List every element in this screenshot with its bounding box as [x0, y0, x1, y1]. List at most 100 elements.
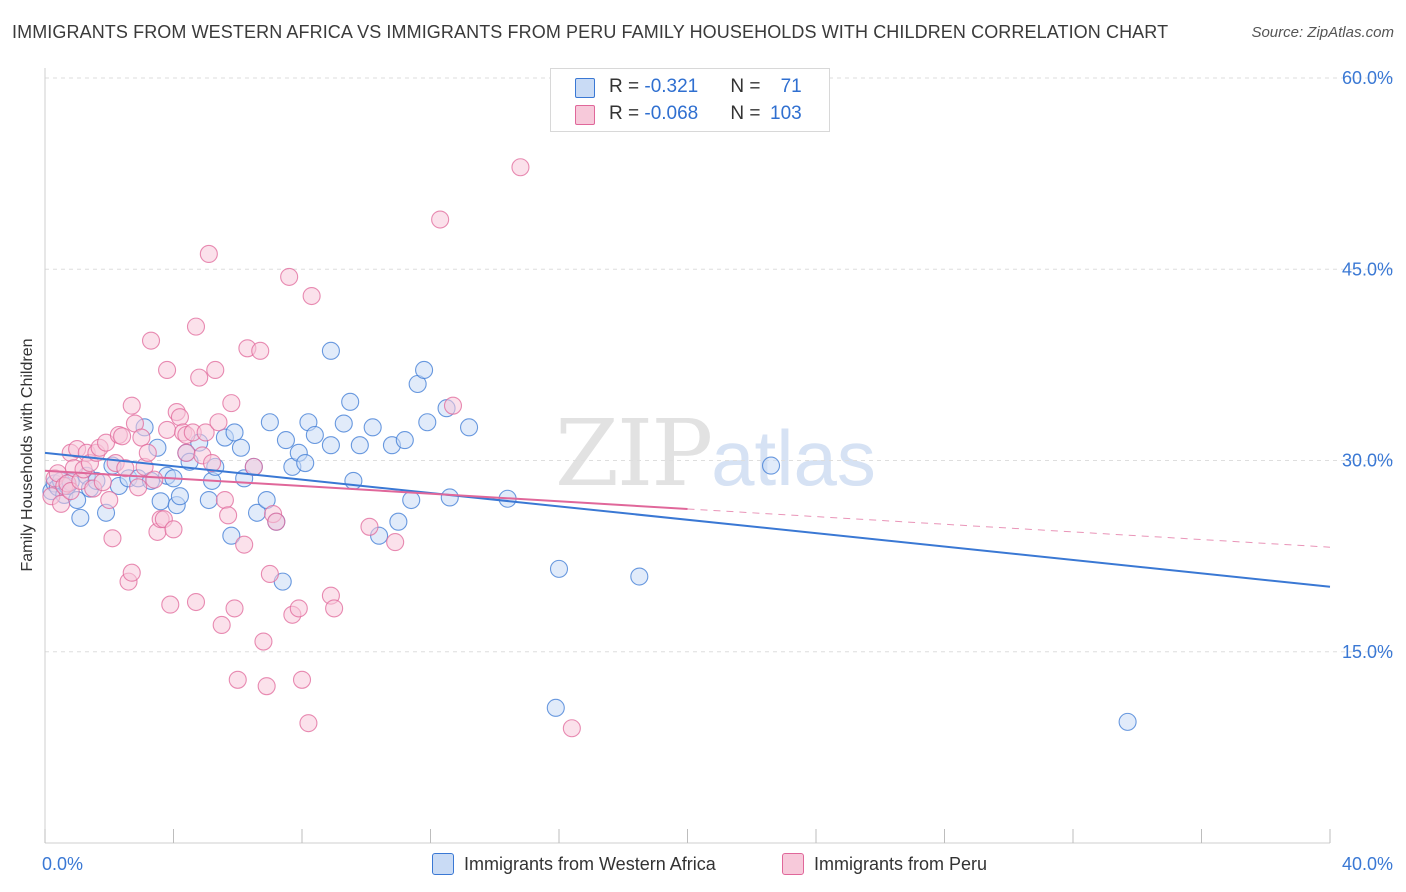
point-peru [52, 494, 71, 513]
trend-line-peru [44, 469, 688, 510]
x-tick-label: 40.0% [1342, 854, 1393, 874]
point-peru [386, 533, 405, 552]
point-peru [209, 413, 228, 432]
point-peru [222, 394, 241, 413]
point-western-africa [276, 431, 295, 450]
point-western-africa [415, 360, 434, 380]
point-peru [129, 478, 148, 497]
y-tick-label: 60.0% [1342, 68, 1393, 88]
point-western-africa [341, 392, 360, 411]
legend-swatch-pink [782, 853, 804, 875]
point-western-africa [151, 492, 170, 511]
point-peru [145, 470, 164, 489]
point-peru [122, 396, 141, 415]
point-western-africa [363, 418, 382, 437]
point-western-africa [199, 490, 218, 510]
point-peru [228, 670, 247, 689]
point-peru [177, 443, 196, 462]
legend-swatch-blue [575, 78, 595, 98]
point-peru [244, 457, 263, 476]
point-western-africa [321, 436, 340, 455]
point-peru [141, 331, 161, 350]
point-peru [235, 535, 254, 554]
point-western-africa [350, 436, 369, 455]
point-peru [132, 428, 151, 447]
point-peru [190, 368, 209, 387]
point-western-africa [231, 438, 251, 457]
point-western-africa [459, 418, 479, 437]
point-peru [443, 396, 463, 415]
point-peru [158, 360, 177, 380]
point-peru [196, 423, 215, 442]
point-western-africa [321, 341, 340, 360]
point-peru [254, 632, 273, 651]
point-peru [431, 210, 450, 229]
point-western-africa [546, 698, 565, 717]
point-western-africa [389, 512, 408, 531]
point-peru [215, 490, 234, 510]
point-peru [292, 670, 312, 689]
chart-title: IMMIGRANTS FROM WESTERN AFRICA VS IMMIGR… [12, 22, 1169, 42]
point-peru [186, 592, 206, 612]
point-western-africa [260, 413, 279, 432]
point-peru [257, 677, 276, 696]
x-tick-label: 0.0% [42, 854, 83, 874]
legend-n-label: N = [730, 103, 766, 124]
point-western-africa [402, 490, 421, 510]
watermark-zip: ZIP [555, 400, 713, 507]
point-peru [122, 563, 141, 582]
point-peru [280, 267, 299, 286]
legend-label-western-africa: Immigrants from Western Africa [464, 854, 716, 874]
point-peru [219, 506, 238, 525]
point-peru [161, 595, 180, 614]
point-western-africa [395, 431, 414, 450]
point-peru [302, 286, 321, 306]
y-tick-label: 45.0% [1342, 259, 1393, 279]
y-tick-label: 15.0% [1342, 642, 1393, 662]
point-western-africa [630, 567, 649, 586]
point-western-africa [440, 488, 459, 507]
legend-n-value: 103 [770, 103, 802, 124]
point-western-africa [334, 414, 353, 433]
point-western-africa [305, 425, 324, 445]
correlation-legend: R = -0.321 N = 71 R = -0.068 N = 103 [550, 68, 830, 132]
point-peru [158, 420, 177, 439]
point-western-africa [222, 526, 241, 545]
y-tick-label: 30.0% [1342, 451, 1393, 471]
zipatlas-watermark: ZIPatlas [555, 400, 876, 507]
point-peru [103, 529, 122, 548]
watermark-atlas: atlas [711, 414, 876, 502]
point-western-africa [296, 453, 315, 473]
point-peru [203, 453, 222, 473]
legend-swatch-pink [575, 105, 595, 125]
point-peru [251, 341, 270, 360]
point-peru [206, 360, 225, 380]
point-western-africa [344, 471, 363, 490]
trend-line-western-africa [44, 451, 1331, 588]
point-western-africa [549, 559, 569, 578]
source-label: Source: ZipAtlas.com [1251, 24, 1394, 41]
point-peru [170, 408, 189, 427]
point-peru [138, 443, 157, 462]
trend-line-peru-extension [687, 508, 1331, 548]
point-western-africa [71, 508, 90, 527]
point-western-africa [761, 456, 781, 475]
series-legend: Immigrants from Western Africa Immigrant… [0, 851, 1406, 877]
legend-n-label: N = [730, 76, 766, 97]
legend-swatch-blue [432, 853, 454, 875]
point-western-africa [1118, 712, 1137, 731]
point-peru [199, 244, 218, 263]
point-western-africa [170, 487, 189, 506]
legend-r-label: R = [609, 103, 645, 124]
point-western-africa [418, 413, 437, 432]
legend-r-label: R = [609, 76, 645, 97]
y-axis-label: Family Households with Children [19, 338, 36, 572]
point-peru [325, 599, 344, 618]
point-peru [360, 517, 379, 536]
point-western-africa [225, 423, 244, 442]
legend-r-value: -0.321 [644, 76, 699, 97]
legend-label-peru: Immigrants from Peru [814, 854, 988, 874]
legend-r-value: -0.068 [644, 103, 699, 124]
point-peru [562, 719, 581, 738]
